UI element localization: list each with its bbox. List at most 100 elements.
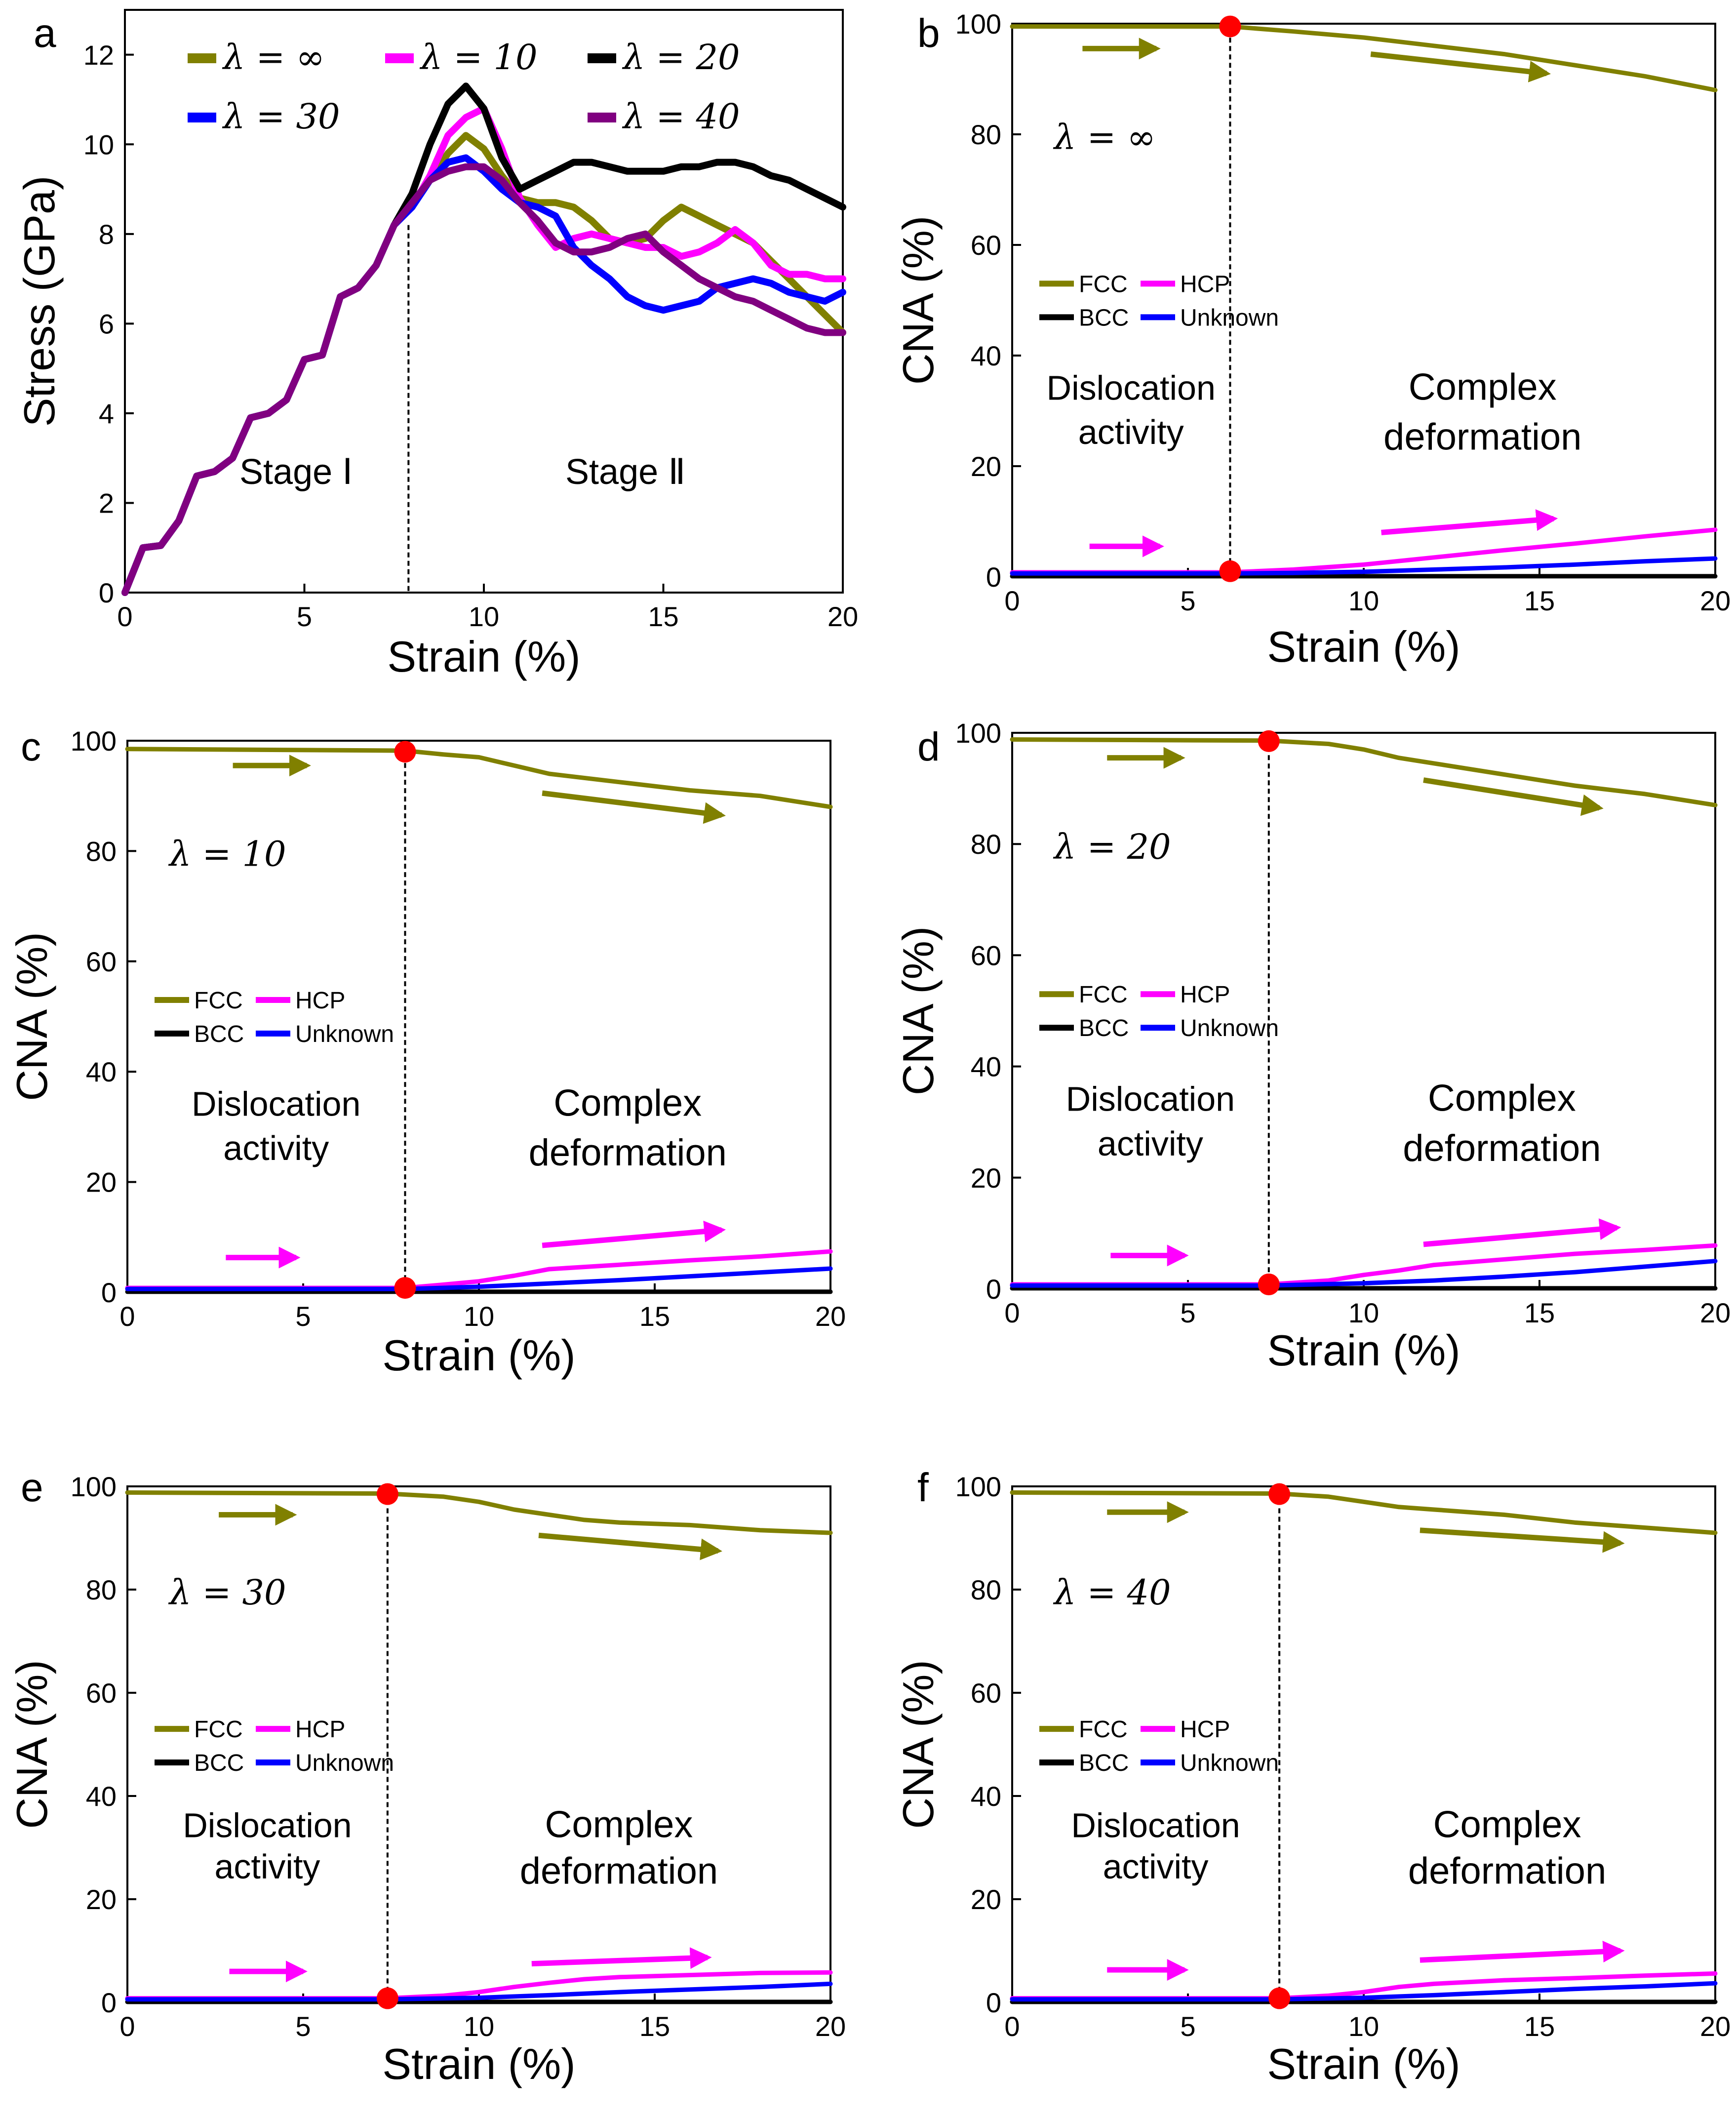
plot-frame [1011,23,1716,578]
x-axis-label: Strain (%) [387,632,580,681]
legend-label: Unknown [1180,1015,1279,1041]
legend-label: FCC [194,988,243,1014]
lambda-label: λ = 40 [1053,1572,1171,1613]
y-tick-label: 12 [83,40,114,71]
y-tick-label: 0 [986,1274,1001,1305]
x-tick-label: 20 [815,2011,846,2042]
region-label: Complex [1433,1804,1581,1846]
series-unknown [125,1266,833,1291]
legend-label: HCP [295,1716,345,1743]
region-label: deformation [1403,1127,1601,1169]
y-tick-label: 80 [971,1574,1001,1605]
x-tick-label: 5 [297,601,312,632]
panel-c: c 0 5 10 15 20 0 20 40 60 80 100 Strain (%) CNA (%) λ … [7,724,846,1380]
region-label: deformation [529,1132,727,1174]
x-axis-label: Strain (%) [1267,622,1460,671]
y-tick-label: 100 [71,725,117,757]
region-label: deformation [1383,416,1581,458]
x-tick-label: 20 [828,601,858,632]
panel-letter: b [917,11,940,56]
trend-arrow-fcc [1370,51,1551,82]
series-hcp [1010,1243,1718,1287]
y-tick-label: 2 [99,487,114,519]
panel-d: d 0 5 10 15 20 0 20 40 60 80 100 Strain (%) CNA (%) λ … [894,718,1731,1375]
lambda-label: λ = 20 [1053,827,1171,867]
legend-label: BCC [1079,1015,1129,1041]
region-label: Dislocation [1071,1806,1240,1845]
legend-label: BCC [194,1021,244,1047]
transition-marker [376,1987,398,2009]
legend-label: FCC [1079,982,1128,1008]
transition-marker [1268,1483,1291,1505]
x-axis-label: Strain (%) [382,1331,575,1380]
plot-frame [1011,732,1716,1290]
x-tick-label: 10 [469,601,499,632]
y-axis-label: CNA (%) [894,1660,943,1829]
y-tick-label: 0 [986,561,1001,593]
y-tick-label: 0 [99,577,114,608]
panel-letter: e [21,1465,43,1510]
panel-e: e 0 5 10 15 20 0 20 40 60 80 100 Strain (%) CNA (%) λ … [7,1465,846,2088]
legend-label: Unknown [295,1021,394,1047]
y-tick-label: 0 [986,1987,1001,2018]
panel-f: f 0 5 10 15 20 0 20 40 60 80 100 Strain (%) CNA (%) λ … [894,1465,1731,2088]
legend-label: λ = 10 [419,37,538,78]
trend-arrow-fcc [1423,777,1604,816]
series-fcc [1010,1490,1718,1535]
x-tick-label: 20 [1700,1297,1731,1328]
series-lam_20 [121,82,846,596]
trend-arrow-hcp [542,1220,726,1248]
region-label: activity [223,1129,329,1167]
x-tick-label: 0 [117,601,132,632]
x-tick-label: 15 [648,601,678,632]
x-tick-label: 15 [1524,585,1555,616]
y-tick-label: 10 [83,129,114,160]
y-tick-label: 40 [86,1056,117,1087]
region-label: activity [214,1847,320,1886]
legend-label: HCP [1180,271,1230,297]
y-axis-label: Stress (GPa) [15,176,64,427]
legend-label: HCP [1180,1716,1230,1743]
transition-marker [1258,730,1280,752]
y-axis-label: CNA (%) [7,932,56,1101]
y-tick-label: 80 [971,829,1001,860]
y-tick-label: 20 [971,451,1001,482]
y-tick-label: 4 [99,398,114,429]
panel-letter: a [34,11,56,56]
x-tick-label: 15 [639,2011,670,2042]
series-unknown [125,1981,833,2002]
y-tick-label: 60 [86,946,117,977]
legend-label: BCC [1079,1750,1129,1776]
x-tick-label: 10 [464,1301,494,1332]
y-tick-label: 100 [71,1471,117,1502]
legend-label: HCP [1180,982,1230,1008]
transition-marker [1258,1273,1280,1295]
lambda-label: λ = 30 [168,1572,286,1613]
series-fcc [1010,737,1718,807]
legend-label: FCC [1079,271,1128,297]
trend-arrow-hcp [531,1947,712,1969]
y-axis-label: CNA (%) [894,216,943,385]
legend-label: Unknown [1180,1750,1279,1776]
legend-label: FCC [194,1716,243,1743]
legend-label: BCC [194,1750,244,1776]
trend-arrow-hcp [1381,509,1558,535]
x-axis-label: Strain (%) [1267,1326,1460,1375]
y-tick-label: 60 [86,1677,117,1709]
x-tick-label: 10 [1348,585,1379,616]
x-axis-label: Strain (%) [382,2039,575,2088]
stage-label: Stage Ⅰ [239,452,353,492]
y-tick-label: 100 [955,1471,1001,1502]
x-tick-label: 20 [1700,2011,1731,2042]
panel-b: b 0 5 10 15 20 0 20 40 60 80 100 Strain (%) CNA (%) λ … [894,8,1731,671]
y-tick-label: 40 [971,1781,1001,1812]
y-tick-label: 80 [86,836,117,867]
series-fcc [125,747,833,809]
series-fcc [125,1490,833,1535]
region-label: Complex [1409,366,1557,408]
y-tick-label: 100 [955,718,1001,749]
transition-marker [1219,15,1241,38]
region-label: Dislocation [183,1806,352,1845]
x-tick-label: 0 [119,2011,135,2042]
x-tick-label: 5 [1180,1297,1195,1328]
